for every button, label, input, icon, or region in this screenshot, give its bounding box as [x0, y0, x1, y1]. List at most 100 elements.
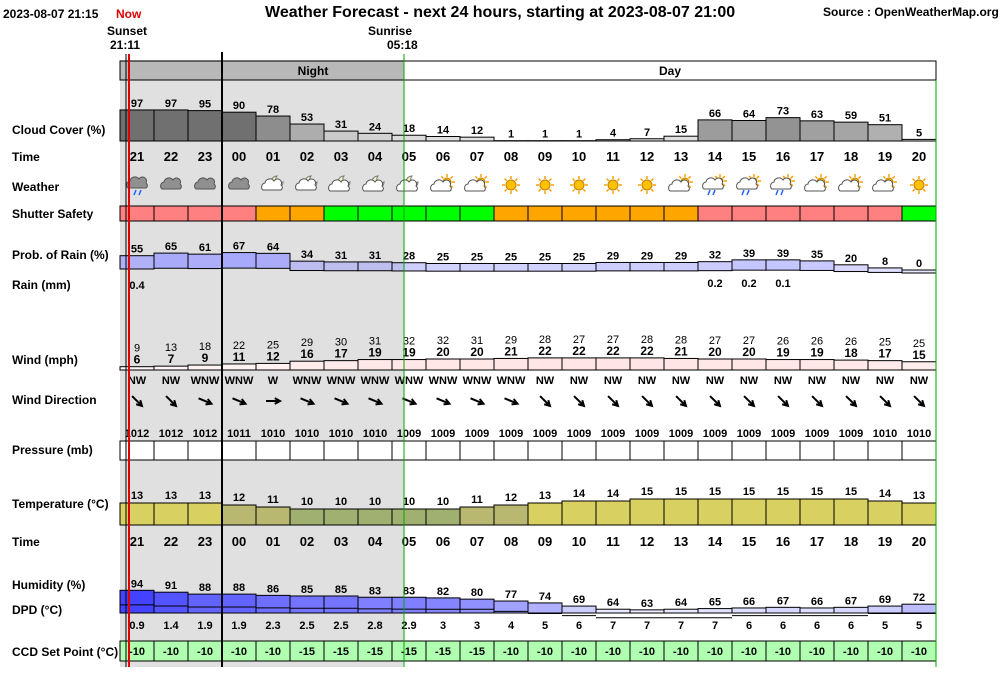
shutter-safety-cell: [731, 205, 767, 222]
shutter-safety-cell: [425, 205, 461, 222]
rain-probability-value: 35: [811, 249, 823, 261]
cloud-cover-value: 95: [199, 99, 211, 111]
cloud-cover-value: 14: [437, 125, 450, 137]
wind-gust-value: 28: [539, 334, 551, 346]
shutter-safety-cell: [221, 205, 257, 222]
wind-speed-bar: [901, 361, 937, 371]
humidity-bar: [323, 595, 359, 614]
sun-icon: [604, 176, 622, 194]
cloud-shape: [872, 179, 894, 192]
cloud-cover-bar: [459, 136, 495, 142]
sun-ray: [912, 178, 916, 182]
row-label-cloud: Cloud Cover (%): [12, 123, 105, 137]
temperature-value: 12: [505, 492, 517, 504]
wind-speed-value: 21: [674, 344, 688, 358]
wind-arrow-icon: [368, 397, 384, 406]
sun-ray: [440, 175, 444, 179]
wind-arrow-icon: [573, 395, 586, 408]
time-label: 03: [334, 149, 348, 164]
ccd-set-point-value: -10: [605, 646, 621, 658]
ccd-set-point-value: -10: [571, 646, 587, 658]
sun-ray: [824, 185, 828, 189]
dpd-value: 1.4: [163, 620, 179, 632]
rain-mm-value: 0.4: [129, 280, 145, 292]
sun-ray: [650, 188, 654, 192]
cloud-cover-bar: [187, 110, 223, 142]
time-label: 06: [436, 149, 450, 164]
time-label-bottom: 13: [674, 534, 688, 549]
temperature-bar: [765, 498, 801, 526]
time-label: 14: [708, 149, 723, 164]
wind-arrow-icon: [266, 397, 283, 405]
wind-arrow-icon: [879, 395, 892, 408]
wind-direction-label: NW: [638, 375, 657, 387]
sun-icon: [910, 176, 928, 194]
sun-disc: [607, 179, 619, 191]
dpd-value: 1.9: [197, 620, 212, 632]
rain-probability-bar: [459, 263, 495, 272]
wind-speed-value: 20: [742, 345, 756, 359]
wind-speed-value: 20: [708, 345, 722, 359]
sun-ray: [548, 188, 552, 192]
row-label-wind-dir: Wind Direction: [12, 393, 97, 407]
rain-probability-bar: [833, 264, 869, 273]
row-label-shutter: Shutter Safety: [12, 207, 94, 221]
time-label-bottom: 11: [606, 534, 620, 549]
rain-probability-bar: [765, 259, 801, 271]
rain-probability-bar: [255, 252, 291, 269]
temperature-value: 14: [607, 488, 620, 500]
shutter-safety-cell: [357, 205, 393, 222]
arrow-shaft: [402, 397, 416, 405]
sun-ray: [450, 185, 454, 189]
time-label: 01: [266, 149, 280, 164]
sun-ray: [824, 175, 828, 179]
arrow-shaft: [504, 397, 518, 405]
shutter-safety-cell: [459, 205, 495, 222]
wind-direction-label: WNW: [191, 375, 220, 387]
sun-ray: [882, 175, 886, 179]
row-label-temperature: Temperature (°C): [12, 497, 109, 511]
shutter-safety-cell: [629, 205, 665, 222]
sun-disc: [573, 179, 585, 191]
sun-ray: [892, 175, 896, 179]
wind-speed-bar: [391, 359, 427, 371]
arrow-head: [274, 397, 283, 405]
humidity-value: 69: [879, 594, 891, 606]
wind-speed-value: 18: [844, 346, 858, 360]
arrow-shaft: [198, 397, 212, 405]
sun-ray: [790, 183, 794, 187]
temperature-value: 10: [335, 496, 347, 508]
dpd-value: 2.9: [401, 620, 416, 632]
cloud-cover-value: 1: [508, 129, 514, 141]
pressure-cell: [833, 440, 869, 461]
arrow-shaft: [777, 395, 789, 407]
time-label-bottom: 01: [266, 534, 280, 549]
rain-probability-value: 25: [471, 252, 483, 264]
sun-icon: [570, 176, 588, 194]
wind-speed-value: 17: [878, 347, 892, 361]
pressure-value: 1009: [635, 428, 659, 440]
sun-ray: [582, 188, 586, 192]
arrow-shaft: [811, 395, 823, 407]
rain-sun-cloud-icon: [736, 174, 761, 196]
arrow-head: [443, 398, 452, 406]
humidity-bar: [731, 607, 767, 614]
day-band-label: Day: [659, 64, 681, 78]
wind-arrow-icon: [470, 397, 486, 406]
wind-direction-label: NW: [570, 375, 589, 387]
cloud-icon: [160, 177, 182, 190]
time-label-bottom: 15: [742, 534, 756, 549]
arrow-head: [883, 399, 892, 408]
rain-probability-bar: [119, 255, 155, 270]
sun-cloud-icon: [804, 174, 829, 192]
rain-probability-value: 20: [845, 253, 857, 265]
cloud-cover-bar: [153, 109, 189, 142]
pressure-value: 1009: [839, 428, 863, 440]
shutter-safety-cell: [595, 205, 631, 222]
time-label: 22: [164, 149, 178, 164]
sun-ray: [688, 175, 692, 179]
temperature-bar: [561, 500, 597, 526]
pressure-cell: [459, 440, 495, 461]
ccd-set-point-value: -10: [129, 646, 145, 658]
sun-cloud-icon: [464, 174, 489, 192]
